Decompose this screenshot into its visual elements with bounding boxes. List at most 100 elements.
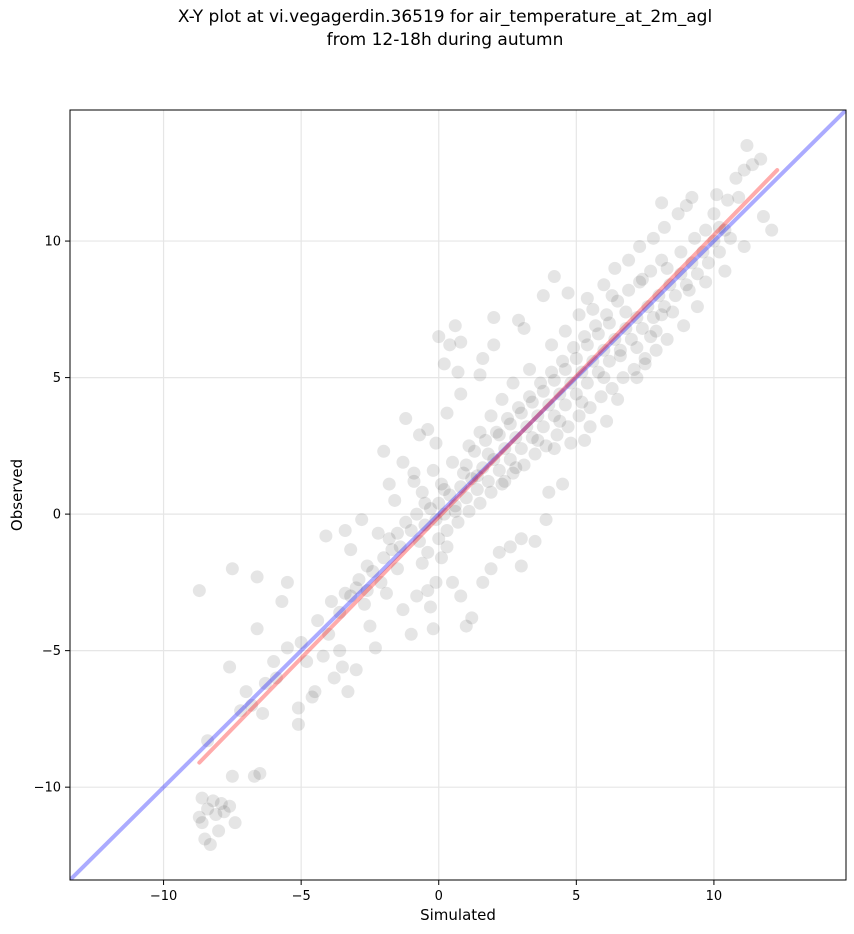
scatter-point [564,376,578,390]
scatter-point [539,513,553,527]
scatter-point [765,223,779,237]
scatter-point [432,496,446,510]
x-tick-label: 0 [435,889,443,904]
scatter-point [470,483,484,497]
scatter-point [707,234,721,248]
scatter-point [589,319,603,333]
scatter-point [423,600,437,614]
scatter-point [556,354,570,368]
scatter-point [457,466,471,480]
scatter-point [611,392,625,406]
scatter-point [652,289,666,303]
scatter-point [476,351,490,365]
scatter-point [225,562,239,576]
scatter-point [498,442,512,456]
scatter-point [649,343,663,357]
scatter-point [517,458,531,472]
scatter-point [410,507,424,521]
scatter-point [644,264,658,278]
scatter-point [569,387,583,401]
scatter-point [671,207,685,221]
scatter-point [338,523,352,537]
scatter-point [512,401,526,415]
scatter-point [531,433,545,447]
scatter-point [550,428,564,442]
scatter-point [685,190,699,204]
scatter-point [542,485,556,499]
scatter-point [280,641,294,655]
scatter-point [462,439,476,453]
scatter-point [597,278,611,292]
scatter-point [432,532,446,546]
scatter-point [690,267,704,281]
scatter-point [250,622,264,636]
scatter-point [316,649,330,663]
scatter-point [421,422,435,436]
scatter-point [583,401,597,415]
scatter-point [547,442,561,456]
scatter-point [327,671,341,685]
scatter-point [602,316,616,330]
x-axis-label: Simulated [420,906,496,924]
scatter-point [561,420,575,434]
scatter-point [434,477,448,491]
scatter-point [385,543,399,557]
scatter-point [379,586,393,600]
scatter-point [712,220,726,234]
scatter-point [583,420,597,434]
scatter-point [429,513,443,527]
scatter-point [525,431,539,445]
scatter-point [275,594,289,608]
scatter-point [201,734,215,748]
scatter-point [655,196,669,210]
scatter-point [344,543,358,557]
scatter-point [492,428,506,442]
scatter-point [473,368,487,382]
scatter-point [608,261,622,275]
scatter-point [591,365,605,379]
scatter-point [509,431,523,445]
scatter-point [572,308,586,322]
scatter-point [655,253,669,267]
scatter-point [712,245,726,259]
scatter-point [732,190,746,204]
scatter-point [432,330,446,344]
grid-lines [70,110,846,880]
scatter-point [250,570,264,584]
scatter-point [608,332,622,346]
scatter-point [514,532,528,546]
scatter-point [234,704,248,718]
scatter-point [360,584,374,598]
scatter-point [341,685,355,699]
scatter-point [239,685,253,699]
scatter-point [605,289,619,303]
scatter-point [429,575,443,589]
scatter-point [484,485,498,499]
scatter-point [660,332,674,346]
scatter-point [245,698,259,712]
scatter-point [633,275,647,289]
scatter-point [492,463,506,477]
scatter-point [600,308,614,322]
scatter-point [443,338,457,352]
scatter-point [567,341,581,355]
scatter-point [421,545,435,559]
scatter-point [558,324,572,338]
scatter-point [572,409,586,423]
scatter-point [192,810,206,824]
scatter-point [756,209,770,223]
scatter-point [476,575,490,589]
scatter-point [666,305,680,319]
scatter-point [580,338,594,352]
scatter-point [536,289,550,303]
scatter-point [638,351,652,365]
scatter-point [206,794,220,808]
scatter-point [305,690,319,704]
scatter-point [685,256,699,270]
scatter-point [600,414,614,428]
scatter-point [267,655,281,669]
scatter-point [525,395,539,409]
chart-subtitle: from 12-18h during autumn [326,30,564,50]
scatter-point [575,395,589,409]
